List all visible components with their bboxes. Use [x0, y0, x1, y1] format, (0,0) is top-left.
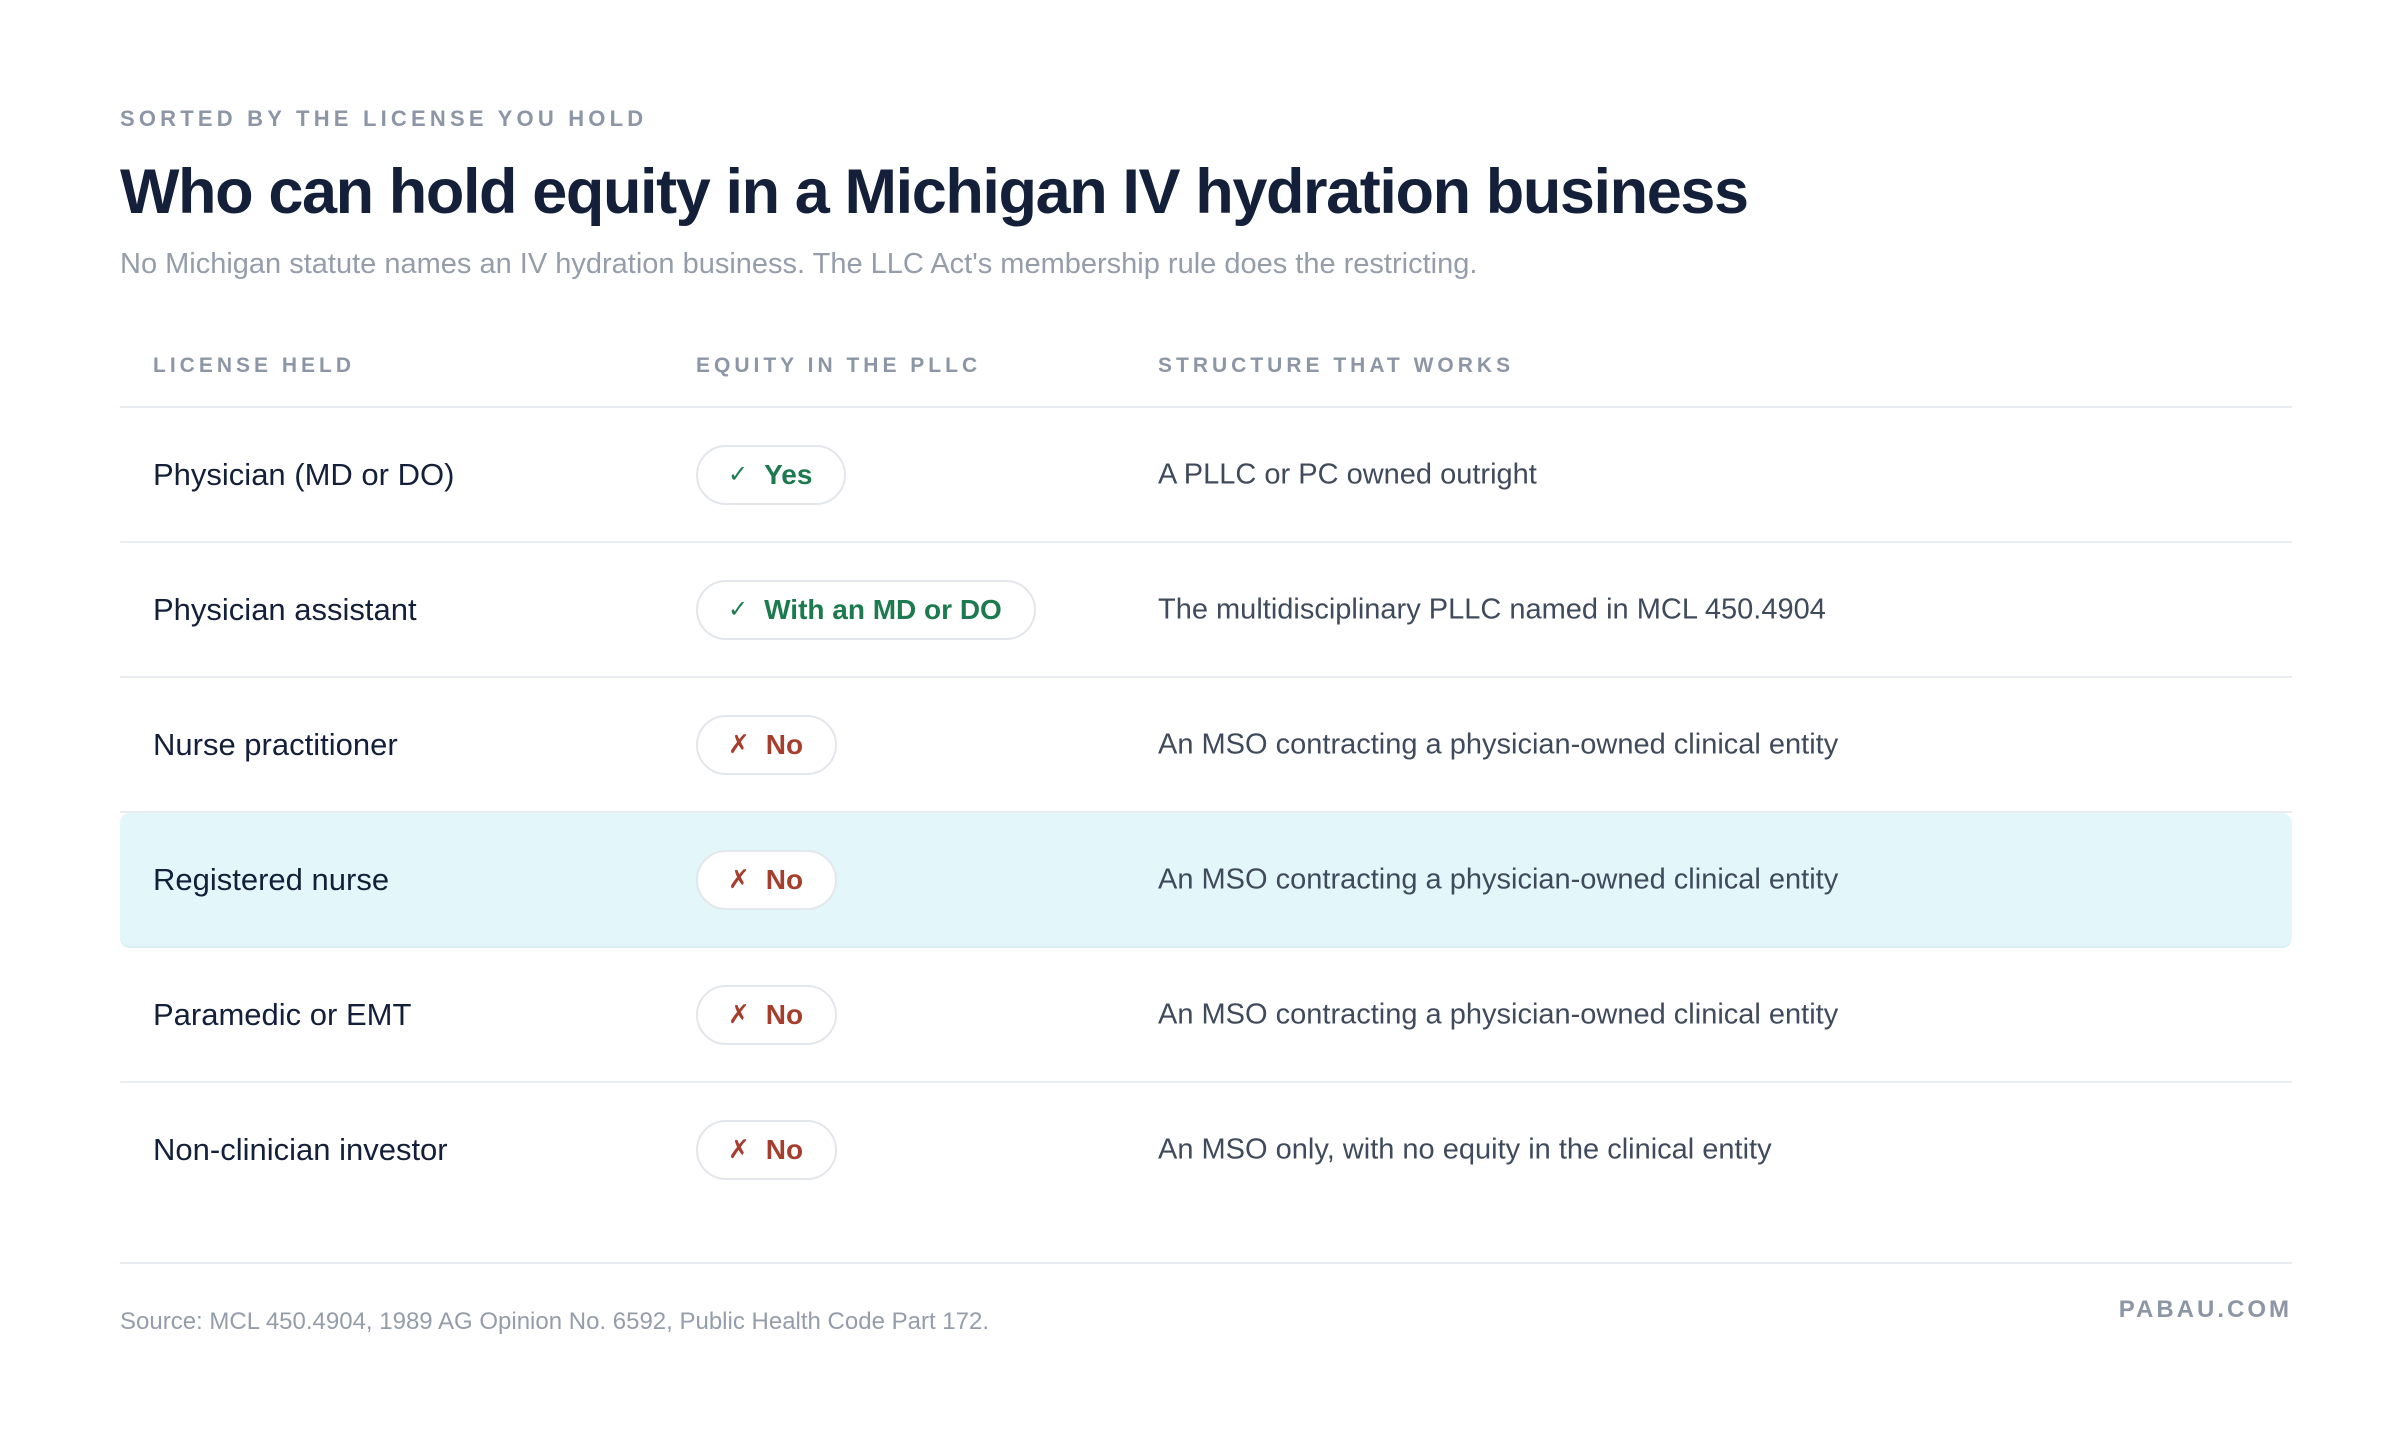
license-cell: Registered nurse: [153, 861, 390, 897]
table-row: Paramedic or EMT ✗ No An MSO contracting…: [120, 948, 2292, 1083]
equity-badge: ✓ Yes: [696, 444, 847, 505]
structure-cell: An MSO contracting a physician-owned cli…: [1158, 998, 1839, 1030]
check-icon: ✓: [728, 461, 749, 488]
check-icon: ✓: [728, 596, 749, 623]
column-header-structure: STRUCTURE THAT WORKS: [1158, 354, 1515, 377]
eyebrow: SORTED BY THE LICENSE YOU HOLD: [120, 106, 648, 131]
cross-icon: ✗: [728, 999, 750, 1029]
column-header-equity: EQUITY IN THE PLLC: [696, 354, 982, 377]
brand-logo-text: PABAU.COM: [2118, 1296, 2292, 1323]
equity-label: No: [765, 1133, 804, 1165]
license-cell: Non-clinician investor: [153, 1131, 448, 1167]
equity-label: No: [765, 728, 804, 760]
table-header: LICENSE HELD EQUITY IN THE PLLC STRUCTUR…: [120, 330, 2292, 408]
license-cell: Paramedic or EMT: [153, 996, 412, 1032]
page: SORTED BY THE LICENSE YOU HOLD Who can h…: [120, 0, 2292, 1432]
footer-divider: [120, 1262, 2292, 1264]
structure-cell: A PLLC or PC owned outright: [1158, 458, 1537, 490]
table-row: Nurse practitioner ✗ No An MSO contracti…: [120, 678, 2292, 813]
structure-cell: An MSO contracting a physician-owned cli…: [1158, 728, 1839, 760]
structure-cell: An MSO contracting a physician-owned cli…: [1158, 863, 1839, 895]
cross-icon: ✗: [728, 1134, 750, 1164]
cross-icon: ✗: [728, 864, 750, 894]
structure-cell: An MSO only, with no equity in the clini…: [1158, 1133, 1772, 1165]
page-title: Who can hold equity in a Michigan IV hyd…: [120, 157, 1749, 227]
equity-badge: ✗ No: [696, 1119, 838, 1180]
equity-badge: ✗ No: [696, 714, 838, 775]
equity-label: With an MD or DO: [764, 593, 1002, 625]
table-row-highlighted: Registered nurse ✗ No An MSO contracting…: [120, 813, 2292, 948]
equity-badge: ✗ No: [696, 984, 838, 1045]
cross-icon: ✗: [728, 729, 750, 759]
equity-badge: ✗ No: [696, 849, 838, 910]
equity-label: No: [765, 863, 804, 895]
column-header-license: LICENSE HELD: [153, 354, 356, 377]
license-cell: Nurse practitioner: [153, 726, 398, 762]
license-cell: Physician (MD or DO): [153, 456, 455, 492]
table-row: Non-clinician investor ✗ No An MSO only,…: [120, 1083, 2292, 1216]
license-cell: Physician assistant: [153, 591, 417, 627]
table-row: Physician (MD or DO) ✓ Yes A PLLC or PC …: [120, 408, 2292, 543]
equity-table: LICENSE HELD EQUITY IN THE PLLC STRUCTUR…: [120, 330, 2292, 1216]
source-note: Source: MCL 450.4904, 1989 AG Opinion No…: [120, 1308, 989, 1335]
page-subtitle: No Michigan statute names an IV hydratio…: [120, 248, 1478, 280]
equity-badge: ✓ With an MD or DO: [696, 579, 1036, 640]
structure-cell: The multidisciplinary PLLC named in MCL …: [1158, 593, 1826, 625]
equity-label: No: [765, 998, 804, 1030]
table-row: Physician assistant ✓ With an MD or DO T…: [120, 543, 2292, 678]
equity-label: Yes: [764, 458, 813, 490]
